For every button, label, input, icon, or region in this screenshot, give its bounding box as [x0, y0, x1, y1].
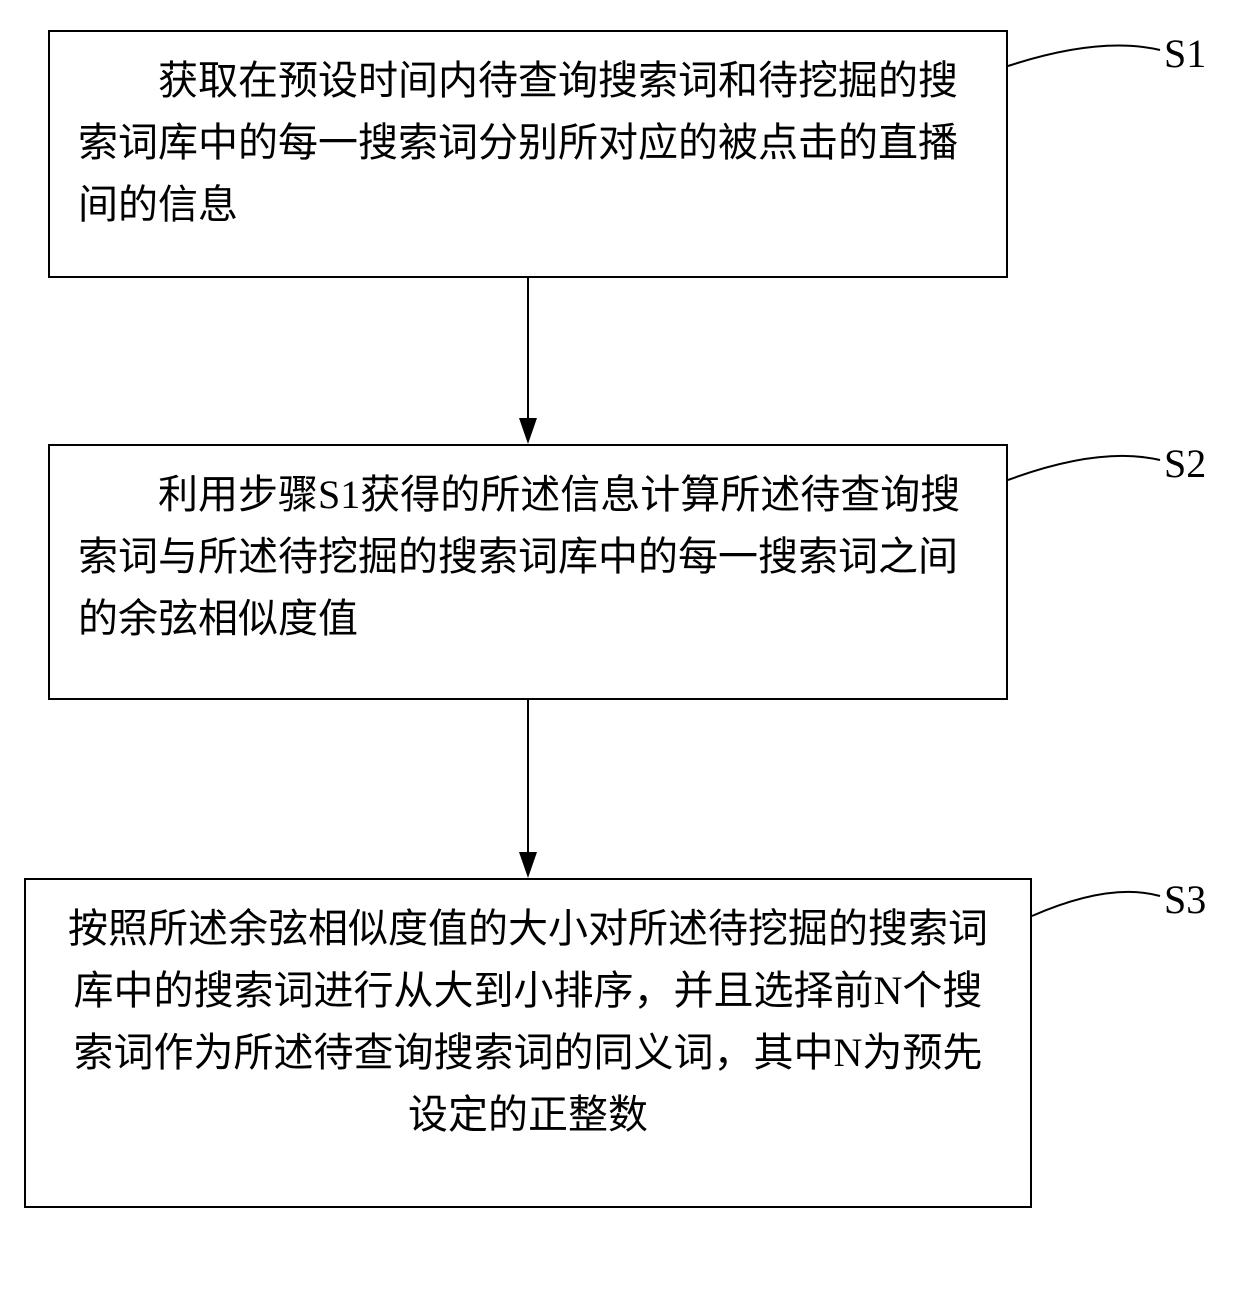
flow-node-s3-text: 按照所述余弦相似度值的大小对所述待挖掘的搜索词库中的搜索词进行从大到小排序，并且… — [54, 898, 1002, 1146]
step-label-s3: S3 — [1164, 876, 1206, 923]
flow-node-s2: 利用步骤S1获得的所述信息计算所述待查询搜索词与所述待挖掘的搜索词库中的每一搜索… — [48, 444, 1008, 700]
step-label-s2: S2 — [1164, 440, 1206, 487]
flowchart-canvas: 获取在预设时间内待查询搜索词和待挖掘的搜索词库中的每一搜索词分别所对应的被点击的… — [0, 0, 1240, 1308]
flow-label-connectors — [1008, 46, 1160, 916]
flow-node-s1-text: 获取在预设时间内待查询搜索词和待挖掘的搜索词库中的每一搜索词分别所对应的被点击的… — [78, 50, 978, 236]
flow-node-s3: 按照所述余弦相似度值的大小对所述待挖掘的搜索词库中的搜索词进行从大到小排序，并且… — [24, 878, 1032, 1208]
step-label-s1: S1 — [1164, 30, 1206, 77]
flow-node-s1: 获取在预设时间内待查询搜索词和待挖掘的搜索词库中的每一搜索词分别所对应的被点击的… — [48, 30, 1008, 278]
flow-node-s2-text: 利用步骤S1获得的所述信息计算所述待查询搜索词与所述待挖掘的搜索词库中的每一搜索… — [78, 464, 978, 650]
